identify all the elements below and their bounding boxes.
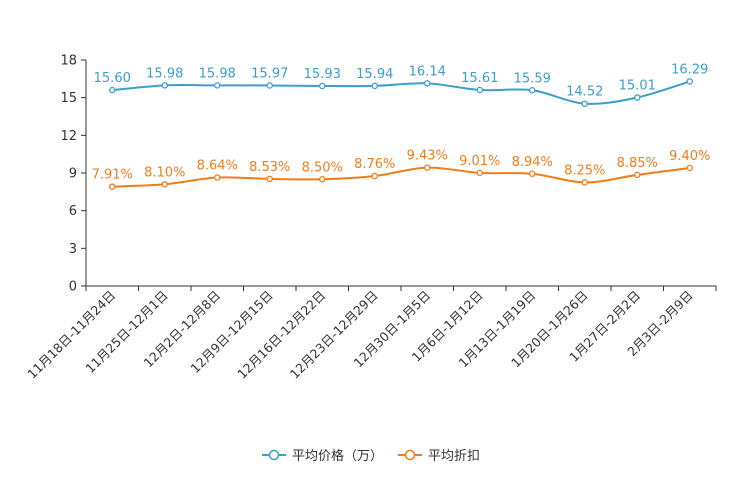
data-point[interactable]	[161, 181, 168, 188]
series-line	[112, 80, 691, 105]
data-label: 8.25%	[564, 163, 605, 178]
data-label: 8.10%	[144, 165, 185, 180]
data-label: 7.91%	[92, 168, 133, 183]
data-point[interactable]	[529, 170, 536, 178]
data-label: 8.53%	[249, 160, 290, 175]
y-tick-label: 15	[60, 91, 77, 106]
data-label: 15.59	[514, 71, 551, 86]
data-label: 16.29	[671, 62, 708, 77]
data-label: 9.40%	[669, 149, 710, 164]
x-tick-label: 11月18日-11月24日	[24, 288, 118, 382]
data-label: 14.52	[566, 85, 603, 100]
data-point[interactable]	[634, 94, 641, 101]
x-tick-label: 12月16日-12月22日	[234, 288, 328, 382]
data-point[interactable]	[371, 82, 378, 90]
legend[interactable]: 平均价格（万） 平均折扣	[262, 448, 480, 464]
legend-item-1[interactable]: 平均折扣	[398, 449, 480, 464]
data-point[interactable]	[371, 172, 378, 180]
data-label: 15.01	[619, 79, 656, 94]
data-point[interactable]	[423, 164, 431, 171]
series-line	[112, 166, 690, 188]
y-tick-label: 18	[60, 54, 77, 69]
series-layer: 15.60 15.98 15.98 15.97 15.93 15.94 16.14 15.61…	[92, 62, 710, 190]
data-label: 8.64%	[197, 159, 238, 174]
data-label: 9.01%	[459, 154, 500, 169]
x-tick-label: 12月23日-12月29日	[287, 288, 381, 382]
data-label: 15.60	[94, 71, 131, 86]
data-point[interactable]	[161, 82, 168, 89]
data-label: 15.94	[356, 67, 393, 82]
y-tick-label: 6	[69, 204, 77, 219]
data-point[interactable]	[266, 175, 273, 183]
data-label: 8.94%	[512, 155, 553, 170]
data-point[interactable]	[213, 174, 221, 181]
data-label: 15.93	[304, 67, 341, 82]
data-point[interactable]	[109, 86, 116, 94]
legend-item-0[interactable]: 平均价格（万）	[262, 448, 383, 464]
data-point[interactable]	[634, 171, 641, 179]
data-point[interactable]	[476, 169, 483, 177]
data-label: 16.14	[409, 64, 446, 79]
y-tick-label: 9	[69, 167, 77, 182]
data-point[interactable]	[266, 82, 273, 89]
data-label: 8.50%	[302, 160, 343, 175]
data-label: 9.43%	[407, 149, 448, 164]
series-0: 15.60 15.98 15.98 15.97 15.93 15.94 16.14 15.61…	[94, 62, 708, 107]
data-point[interactable]	[581, 179, 589, 186]
data-label: 15.98	[146, 66, 183, 81]
data-label: 15.98	[199, 66, 236, 81]
data-point[interactable]	[529, 87, 536, 94]
data-point[interactable]	[213, 82, 221, 89]
data-point[interactable]	[476, 86, 483, 94]
data-point[interactable]	[686, 164, 694, 172]
legend-label: 平均折扣	[428, 449, 480, 464]
data-point[interactable]	[318, 82, 326, 90]
data-label: 15.61	[461, 71, 498, 86]
data-point[interactable]	[686, 78, 694, 85]
data-point[interactable]	[318, 176, 326, 183]
legend-label: 平均价格（万）	[292, 448, 383, 464]
data-point[interactable]	[109, 183, 116, 190]
legend-marker-icon	[268, 449, 280, 461]
series-1: 7.91% 8.10% 8.64% 8.53% 8.50% 8.76% 9.43% 9.01%…	[92, 149, 710, 190]
data-label: 8.76%	[354, 157, 395, 172]
y-tick-label: 0	[69, 280, 77, 295]
data-label: 15.97	[251, 66, 288, 81]
y-tick-label: 3	[69, 242, 77, 257]
y-tick-label: 12	[60, 129, 77, 144]
data-label: 8.85%	[617, 156, 658, 171]
data-point[interactable]	[423, 80, 431, 87]
legend-marker-icon	[404, 449, 416, 461]
data-point[interactable]	[581, 100, 589, 107]
